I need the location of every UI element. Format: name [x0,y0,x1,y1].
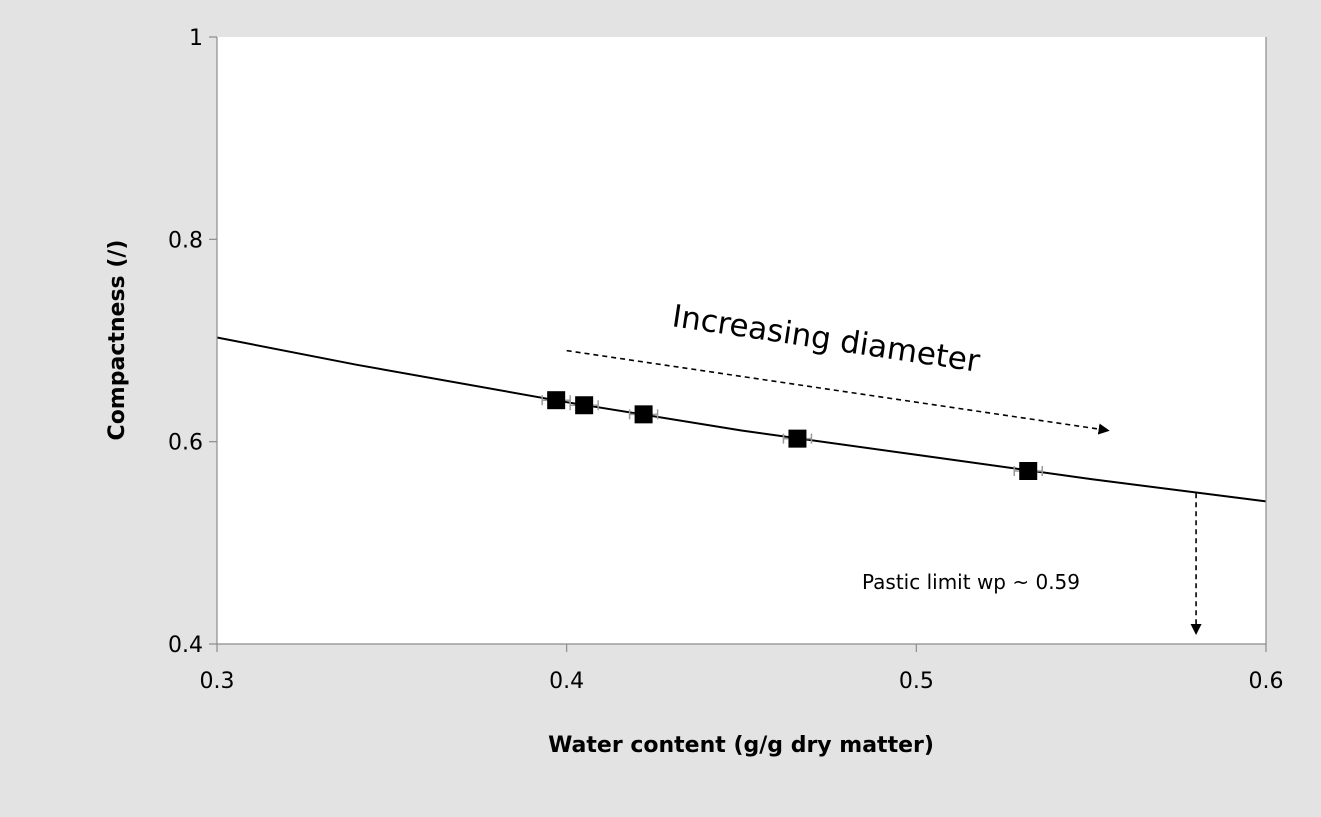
x-axis-label: Water content (g/g dry matter) [548,733,934,758]
data-point [628,405,659,424]
y-tick-label: 0.6 [168,431,203,456]
y-tick-label: 1 [189,26,203,51]
data-marker [1019,462,1038,481]
x-tick-label: 0.4 [549,669,584,694]
data-marker [575,396,594,415]
annotation-plastic-limit: Pastic limit wp ~ 0.59 [862,570,1080,594]
data-marker [788,429,807,448]
data-point [1013,462,1043,481]
plot-area [217,37,1266,644]
data-point [782,429,813,448]
fit-line [216,336,1267,503]
plot-marks [216,336,1267,636]
y-axis-label: Compactness (/) [105,240,130,441]
data-marker [547,391,566,410]
data-point [569,396,599,415]
x-tick-label: 0.5 [899,669,934,694]
data-marker [634,405,653,424]
y-tick-label: 0.4 [168,633,203,658]
increasing-diameter-arrow [566,349,1110,435]
axes [216,37,1267,645]
y-ticks: 0.4 0.6 0.8 1 [168,26,217,658]
x-ticks: 0.3 0.4 0.5 0.6 [200,644,1284,694]
y-tick-label: 0.8 [168,228,203,253]
x-tick-label: 0.3 [200,669,235,694]
x-tick-label: 0.6 [1249,669,1284,694]
